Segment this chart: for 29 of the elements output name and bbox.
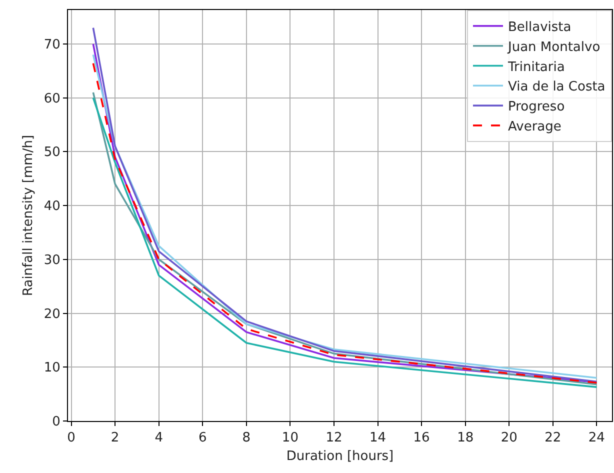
legend-label: Trinitaria <box>507 60 565 75</box>
legend-label: Progreso <box>508 100 565 115</box>
x-tick-label: 12 <box>326 430 342 446</box>
legend-label: Via de la Costa <box>508 80 606 95</box>
y-tick-label: 40 <box>44 199 60 214</box>
x-tick-label: 22 <box>544 430 562 446</box>
legend-label: Juan Montalvo <box>507 40 600 55</box>
legend-label: Average <box>508 120 562 135</box>
x-tick-label: 14 <box>369 430 386 446</box>
x-tick-label: 18 <box>457 430 474 446</box>
y-tick-label: 60 <box>44 91 60 106</box>
x-tick-label: 10 <box>282 430 298 446</box>
y-tick-label: 10 <box>44 360 60 376</box>
y-axis-title: Rainfall intensity [mm/h] <box>20 134 36 296</box>
y-tick-label: 70 <box>44 37 60 52</box>
x-tick-label: 24 <box>588 430 605 446</box>
x-tick-label: 6 <box>198 430 207 446</box>
y-tick-label: 20 <box>44 306 60 322</box>
x-tick-label: 4 <box>154 430 163 446</box>
x-tick-label: 2 <box>110 430 120 446</box>
legend-label: Bellavista <box>508 20 572 36</box>
x-tick-label: 16 <box>413 430 430 446</box>
x-tick-label: 0 <box>67 430 76 446</box>
x-tick-label: 8 <box>242 430 251 446</box>
x-tick-label: 20 <box>500 430 518 446</box>
y-tick-label: 30 <box>44 252 60 268</box>
y-tick-label: 50 <box>44 145 60 160</box>
x-axis-title: Duration [hours] <box>286 449 394 464</box>
y-tick-label: 0 <box>52 414 60 430</box>
